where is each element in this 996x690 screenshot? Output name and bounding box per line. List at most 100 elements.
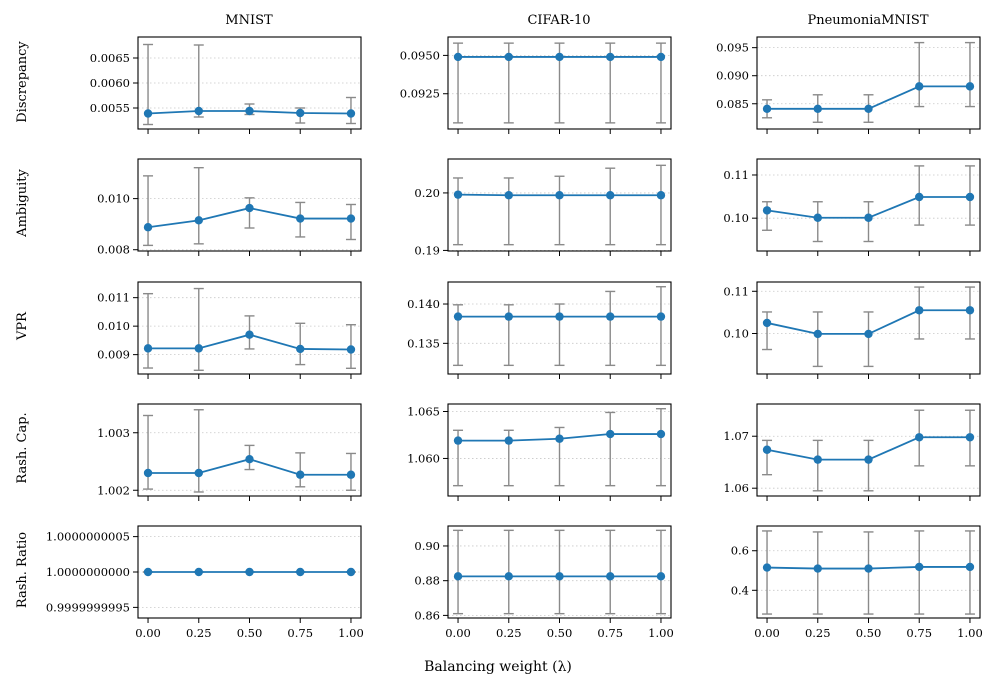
ytick-label-ambiguity-mnist: 0.010 <box>97 192 130 206</box>
xtick-label-rash-ratio-cifar-10: 0.25 <box>496 626 522 640</box>
ytick-label-vpr-mnist: 0.011 <box>97 291 130 305</box>
data-point-ambiguity-pneumoniamnist <box>965 192 975 202</box>
data-point-rash-cap-mnist <box>194 468 203 478</box>
data-point-ambiguity-mnist <box>143 223 153 232</box>
ytick-label-rash-cap-mnist: 1.003 <box>97 426 130 440</box>
errorbar-rash-ratio-pneumoniamnist <box>812 531 823 615</box>
panel-ambiguity-mnist: 0.008 0.010 <box>97 158 362 257</box>
errorbar-rash-ratio-cifar-10 <box>605 529 616 615</box>
errorbar-ambiguity-cifar-10 <box>655 164 666 246</box>
xtick-label-rash-ratio-pneumoniamnist: 0.75 <box>906 626 932 640</box>
data-point-vpr-cifar-10 <box>656 312 666 321</box>
data-point-rash-ratio-cifar-10 <box>656 572 666 581</box>
axes-frame-discrepancy-mnist <box>137 36 362 130</box>
panel-discrepancy-pneumoniamnist: 0.085 0.090 0.095 <box>716 36 981 134</box>
ytick-label-discrepancy-pneumoniamnist: 0.085 <box>716 97 749 111</box>
data-point-ambiguity-pneumoniamnist <box>762 206 772 215</box>
data-point-rash-ratio-pneumoniamnist <box>864 564 873 573</box>
ytick-label-vpr-pneumoniamnist: 0.10 <box>723 326 749 340</box>
data-point-rash-ratio-pneumoniamnist <box>965 562 975 572</box>
ytick-label-ambiguity-cifar-10: 0.19 <box>414 243 440 257</box>
data-point-rash-ratio-cifar-10 <box>453 572 463 581</box>
xtick-label-rash-ratio-pneumoniamnist: 0.50 <box>856 626 882 640</box>
data-point-ambiguity-mnist <box>346 214 356 223</box>
data-point-discrepancy-cifar-10 <box>606 52 615 62</box>
axes-frame-rash-ratio-pneumoniamnist <box>756 525 981 619</box>
panel-vpr-cifar-10: 0.135 0.140 <box>407 281 672 379</box>
data-point-discrepancy-pneumoniamnist <box>965 82 975 91</box>
ytick-label-vpr-cifar-10: 0.135 <box>407 336 440 350</box>
errorbar-vpr-cifar-10 <box>605 290 616 367</box>
xtick-label-rash-ratio-pneumoniamnist: 0.00 <box>754 626 780 640</box>
ytick-label-discrepancy-cifar-10: 0.0950 <box>400 48 440 62</box>
ytick-label-rash-cap-pneumoniamnist: 1.07 <box>723 429 749 443</box>
data-point-rash-ratio-pneumoniamnist <box>762 563 772 572</box>
row-label-rash-ratio: Rash. Ratio <box>15 532 30 608</box>
xtick-label-rash-ratio-pneumoniamnist: 0.25 <box>805 626 831 640</box>
panel-ambiguity-cifar-10: 0.19 0.20 <box>414 158 672 257</box>
row-labels: Discrepancy Ambiguity VPR Rash. Cap. Ras… <box>15 41 30 609</box>
errorbar-ambiguity-cifar-10 <box>453 177 464 246</box>
xtick-label-rash-ratio-cifar-10: 0.50 <box>547 626 573 640</box>
data-point-vpr-pneumoniamnist <box>762 318 772 328</box>
data-point-discrepancy-pneumoniamnist <box>915 82 924 91</box>
xtick-label-rash-ratio-cifar-10: 0.75 <box>597 626 623 640</box>
data-point-ambiguity-cifar-10 <box>555 191 564 200</box>
errorbar-vpr-mnist <box>295 322 306 366</box>
ytick-label-discrepancy-mnist: 0.0065 <box>90 51 130 65</box>
ytick-label-rash-ratio-pneumoniamnist: 0.6 <box>731 544 749 558</box>
xtick-label-rash-ratio-cifar-10: 1.00 <box>648 626 674 640</box>
data-point-rash-ratio-mnist <box>194 567 203 577</box>
xtick-label-rash-ratio-mnist: 1.00 <box>338 626 364 640</box>
data-point-ambiguity-cifar-10 <box>606 191 615 200</box>
axes-frame-vpr-pneumoniamnist <box>756 281 981 375</box>
panel-discrepancy-cifar-10: 0.0925 0.0950 <box>400 36 672 134</box>
ytick-label-ambiguity-pneumoniamnist: 0.11 <box>723 168 749 182</box>
ytick-label-rash-cap-cifar-10: 1.065 <box>407 405 440 419</box>
errorbar-ambiguity-mnist <box>193 166 204 245</box>
row-label-vpr: VPR <box>15 311 30 341</box>
errorbar-rash-ratio-pneumoniamnist <box>964 530 975 615</box>
ytick-label-rash-ratio-cifar-10: 0.90 <box>414 539 440 553</box>
errorbar-rash-cap-pneumoniamnist <box>762 439 773 476</box>
data-point-rash-cap-cifar-10 <box>555 434 564 443</box>
ytick-label-ambiguity-pneumoniamnist: 0.10 <box>723 211 749 225</box>
column-title-pneumoniamnist: PneumoniaMNIST <box>807 13 928 28</box>
data-point-vpr-cifar-10 <box>453 312 463 321</box>
data-point-vpr-cifar-10 <box>555 312 564 321</box>
errorbar-rash-ratio-cifar-10 <box>655 529 666 615</box>
data-point-rash-cap-cifar-10 <box>453 436 463 445</box>
row-label-discrepancy: Discrepancy <box>15 41 30 123</box>
data-point-discrepancy-pneumoniamnist <box>813 104 822 114</box>
data-point-ambiguity-cifar-10 <box>504 191 513 200</box>
ytick-label-rash-ratio-mnist: 0.9999999995 <box>46 600 130 614</box>
x-axis-label: Balancing weight (λ) <box>424 659 572 675</box>
data-point-vpr-mnist <box>194 344 203 353</box>
errorbar-vpr-cifar-10 <box>655 286 666 367</box>
data-point-rash-cap-pneumoniamnist <box>965 433 975 442</box>
panel-rash-ratio-cifar-10: 0.86 0.88 0.90 0.00 0.25 0.50 0.75 1.00 <box>414 525 674 640</box>
xtick-label-rash-ratio-mnist: 0.75 <box>287 626 313 640</box>
errorbar-rash-cap-mnist <box>295 452 306 488</box>
errorbar-vpr-mnist <box>193 287 204 371</box>
data-point-rash-ratio-mnist <box>346 567 356 577</box>
errorbar-rash-ratio-pneumoniamnist <box>914 530 925 615</box>
ytick-label-rash-cap-cifar-10: 1.060 <box>407 451 440 465</box>
data-point-rash-cap-mnist <box>346 470 356 479</box>
data-point-vpr-cifar-10 <box>504 312 513 321</box>
data-point-discrepancy-cifar-10 <box>453 52 463 62</box>
data-point-ambiguity-pneumoniamnist <box>864 213 873 222</box>
xtick-label-rash-ratio-mnist: 0.50 <box>237 626 263 640</box>
ytick-label-rash-cap-mnist: 1.002 <box>97 483 130 497</box>
ytick-label-rash-ratio-mnist: 1.0000000005 <box>46 530 130 544</box>
panel-vpr-mnist: 0.009 0.010 0.011 <box>97 281 362 379</box>
errorbar-rash-cap-mnist <box>143 414 154 490</box>
column-title-cifar10: CIFAR-10 <box>527 13 590 28</box>
errorbar-ambiguity-mnist <box>143 175 154 247</box>
ytick-label-rash-ratio-cifar-10: 0.86 <box>414 608 440 622</box>
data-point-rash-cap-pneumoniamnist <box>915 433 924 442</box>
panel-rash-ratio-mnist: 0.9999999995 1.0000000000 1.0000000005 0.00… <box>46 525 364 640</box>
column-title-mnist: MNIST <box>225 13 273 28</box>
ytick-label-discrepancy-pneumoniamnist: 0.095 <box>716 41 749 55</box>
row-label-rash-cap: Rash. Cap. <box>15 412 30 483</box>
